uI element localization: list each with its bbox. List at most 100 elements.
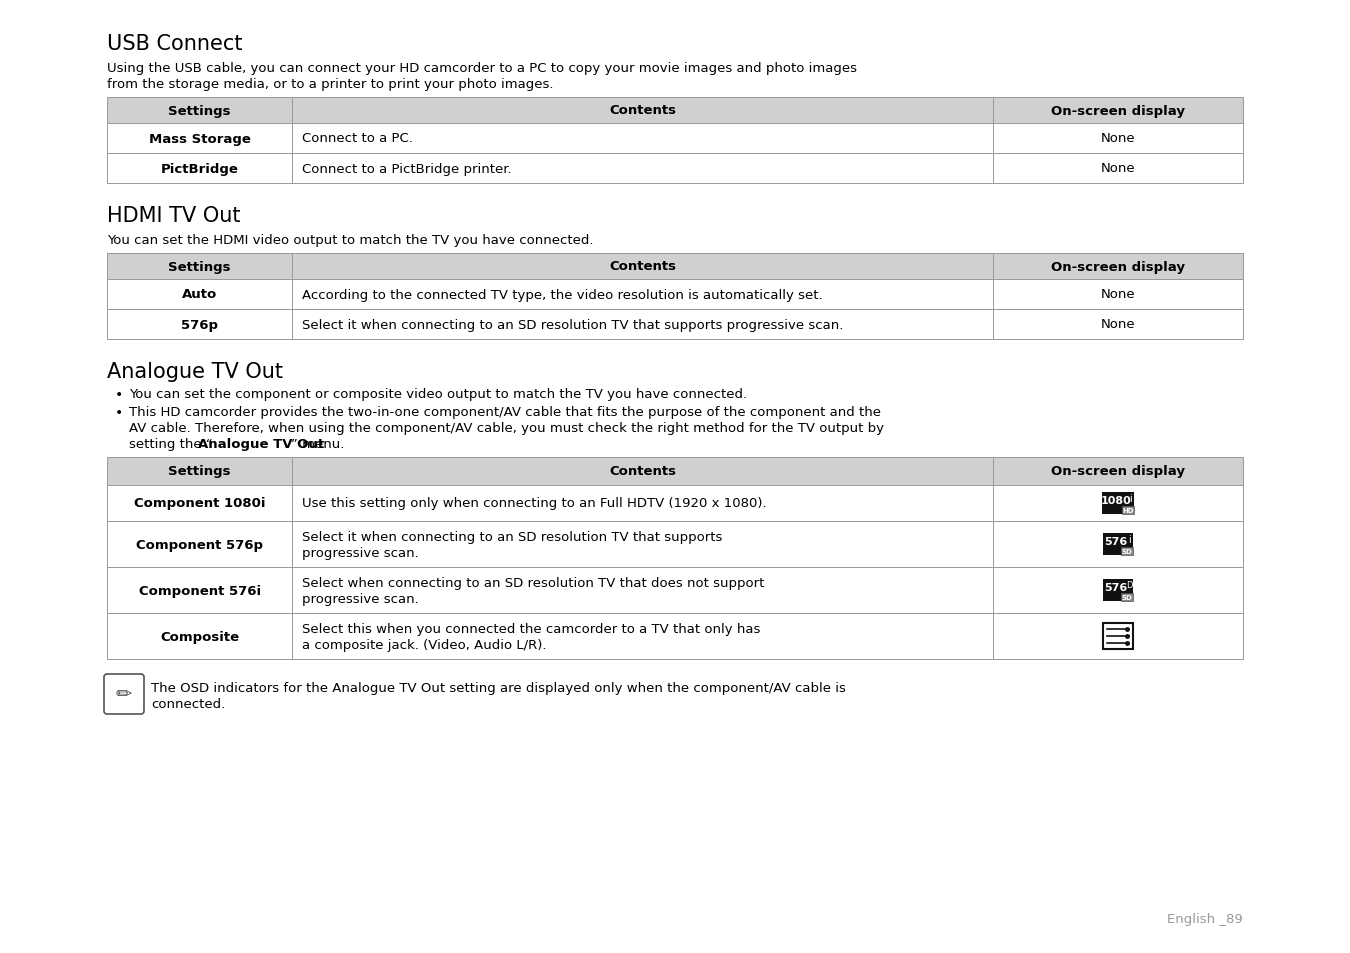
Text: Connect to a PC.: Connect to a PC.: [302, 132, 413, 146]
Bar: [292, 98, 994, 124]
Text: SD: SD: [1122, 595, 1133, 600]
Text: Composite: Composite: [161, 630, 239, 643]
Text: Use this setting only when connecting to an Full HDTV (1920 x 1080).: Use this setting only when connecting to…: [302, 497, 767, 510]
Text: Settings: Settings: [169, 105, 231, 117]
Text: Component 1080i: Component 1080i: [134, 497, 266, 510]
Text: i: i: [1129, 494, 1131, 503]
Bar: [292, 521, 994, 567]
Text: HD: HD: [1122, 507, 1134, 514]
Text: setting the “: setting the “: [130, 437, 213, 451]
Bar: [107, 153, 292, 184]
Text: •: •: [115, 406, 123, 419]
Text: According to the connected TV type, the video resolution is automatically set.: According to the connected TV type, the …: [302, 288, 822, 301]
Text: HDMI TV Out: HDMI TV Out: [107, 206, 240, 226]
Bar: [994, 153, 1243, 184]
Bar: [994, 253, 1243, 280]
Bar: [107, 98, 292, 124]
Bar: [1122, 506, 1134, 515]
Text: progressive scan.: progressive scan.: [302, 592, 418, 605]
Text: PictBridge: PictBridge: [161, 162, 239, 175]
Text: AV cable. Therefore, when using the component/AV cable, you must check the right: AV cable. Therefore, when using the comp…: [130, 421, 884, 435]
Text: None: None: [1100, 132, 1135, 146]
Bar: [292, 280, 994, 310]
Text: Select it when connecting to an SD resolution TV that supports progressive scan.: Select it when connecting to an SD resol…: [302, 318, 844, 331]
Text: None: None: [1100, 318, 1135, 331]
Bar: [1102, 493, 1134, 515]
Bar: [292, 253, 994, 280]
Text: Analogue TV Out: Analogue TV Out: [198, 437, 324, 451]
Text: Contents: Contents: [609, 260, 676, 274]
Text: This HD camcorder provides the two-in-one component/AV cable that fits the purpo: This HD camcorder provides the two-in-on…: [130, 406, 882, 418]
Bar: [994, 98, 1243, 124]
FancyBboxPatch shape: [104, 675, 144, 714]
Text: Settings: Settings: [169, 465, 231, 478]
Text: Contents: Contents: [609, 105, 676, 117]
Text: Select it when connecting to an SD resolution TV that supports: Select it when connecting to an SD resol…: [302, 530, 722, 543]
Bar: [994, 567, 1243, 614]
Text: Contents: Contents: [609, 465, 676, 478]
Text: Component 576i: Component 576i: [139, 584, 261, 597]
Text: Select this when you connected the camcorder to a TV that only has: Select this when you connected the camco…: [302, 622, 760, 635]
Text: 576: 576: [1104, 537, 1127, 546]
Bar: [994, 310, 1243, 339]
Bar: [292, 153, 994, 184]
Bar: [994, 485, 1243, 521]
Bar: [107, 124, 292, 153]
Bar: [107, 614, 292, 659]
Text: Auto: Auto: [182, 288, 217, 301]
Bar: [994, 124, 1243, 153]
Bar: [292, 310, 994, 339]
Bar: [107, 521, 292, 567]
Bar: [994, 280, 1243, 310]
Text: USB Connect: USB Connect: [107, 34, 243, 54]
Text: D: D: [1126, 581, 1133, 590]
Text: Component 576p: Component 576p: [136, 537, 263, 551]
Text: Mass Storage: Mass Storage: [148, 132, 251, 146]
Text: from the storage media, or to a printer to print your photo images.: from the storage media, or to a printer …: [107, 78, 554, 91]
Text: progressive scan.: progressive scan.: [302, 546, 418, 558]
Text: Settings: Settings: [169, 260, 231, 274]
Text: On-screen display: On-screen display: [1052, 465, 1185, 478]
Bar: [1120, 547, 1133, 556]
Bar: [107, 253, 292, 280]
Text: ” menu.: ” menu.: [290, 437, 344, 451]
Text: On-screen display: On-screen display: [1052, 260, 1185, 274]
Bar: [1103, 579, 1133, 601]
Text: The OSD indicators for the Analogue TV Out setting are displayed only when the c: The OSD indicators for the Analogue TV O…: [151, 681, 846, 695]
Text: 576: 576: [1104, 582, 1127, 593]
Text: Using the USB cable, you can connect your HD camcorder to a PC to copy your movi: Using the USB cable, you can connect you…: [107, 62, 857, 75]
Text: i: i: [1127, 535, 1130, 544]
Bar: [1120, 594, 1133, 601]
Text: You can set the component or composite video output to match the TV you have con: You can set the component or composite v…: [130, 388, 747, 400]
Text: None: None: [1100, 162, 1135, 175]
Bar: [107, 280, 292, 310]
Text: None: None: [1100, 288, 1135, 301]
Text: ✏: ✏: [116, 685, 132, 703]
Bar: [107, 485, 292, 521]
Bar: [292, 614, 994, 659]
Text: You can set the HDMI video output to match the TV you have connected.: You can set the HDMI video output to mat…: [107, 233, 594, 247]
Bar: [292, 567, 994, 614]
Text: •: •: [115, 388, 123, 401]
Text: Analogue TV Out: Analogue TV Out: [107, 361, 284, 381]
Bar: [292, 124, 994, 153]
Text: connected.: connected.: [151, 698, 225, 710]
Bar: [1103, 534, 1133, 556]
Text: Select when connecting to an SD resolution TV that does not support: Select when connecting to an SD resoluti…: [302, 576, 764, 589]
Text: On-screen display: On-screen display: [1052, 105, 1185, 117]
Text: SD: SD: [1122, 548, 1133, 555]
Text: Connect to a PictBridge printer.: Connect to a PictBridge printer.: [302, 162, 512, 175]
Bar: [994, 457, 1243, 485]
Bar: [292, 457, 994, 485]
Bar: [107, 567, 292, 614]
Bar: [1103, 623, 1133, 649]
Text: 576p: 576p: [181, 318, 219, 331]
Bar: [292, 485, 994, 521]
Bar: [994, 614, 1243, 659]
Bar: [107, 457, 292, 485]
Bar: [994, 521, 1243, 567]
Text: English _89: English _89: [1168, 912, 1243, 925]
Bar: [107, 310, 292, 339]
Text: a composite jack. (Video, Audio L/R).: a composite jack. (Video, Audio L/R).: [302, 638, 547, 651]
Text: 1080: 1080: [1100, 496, 1131, 505]
